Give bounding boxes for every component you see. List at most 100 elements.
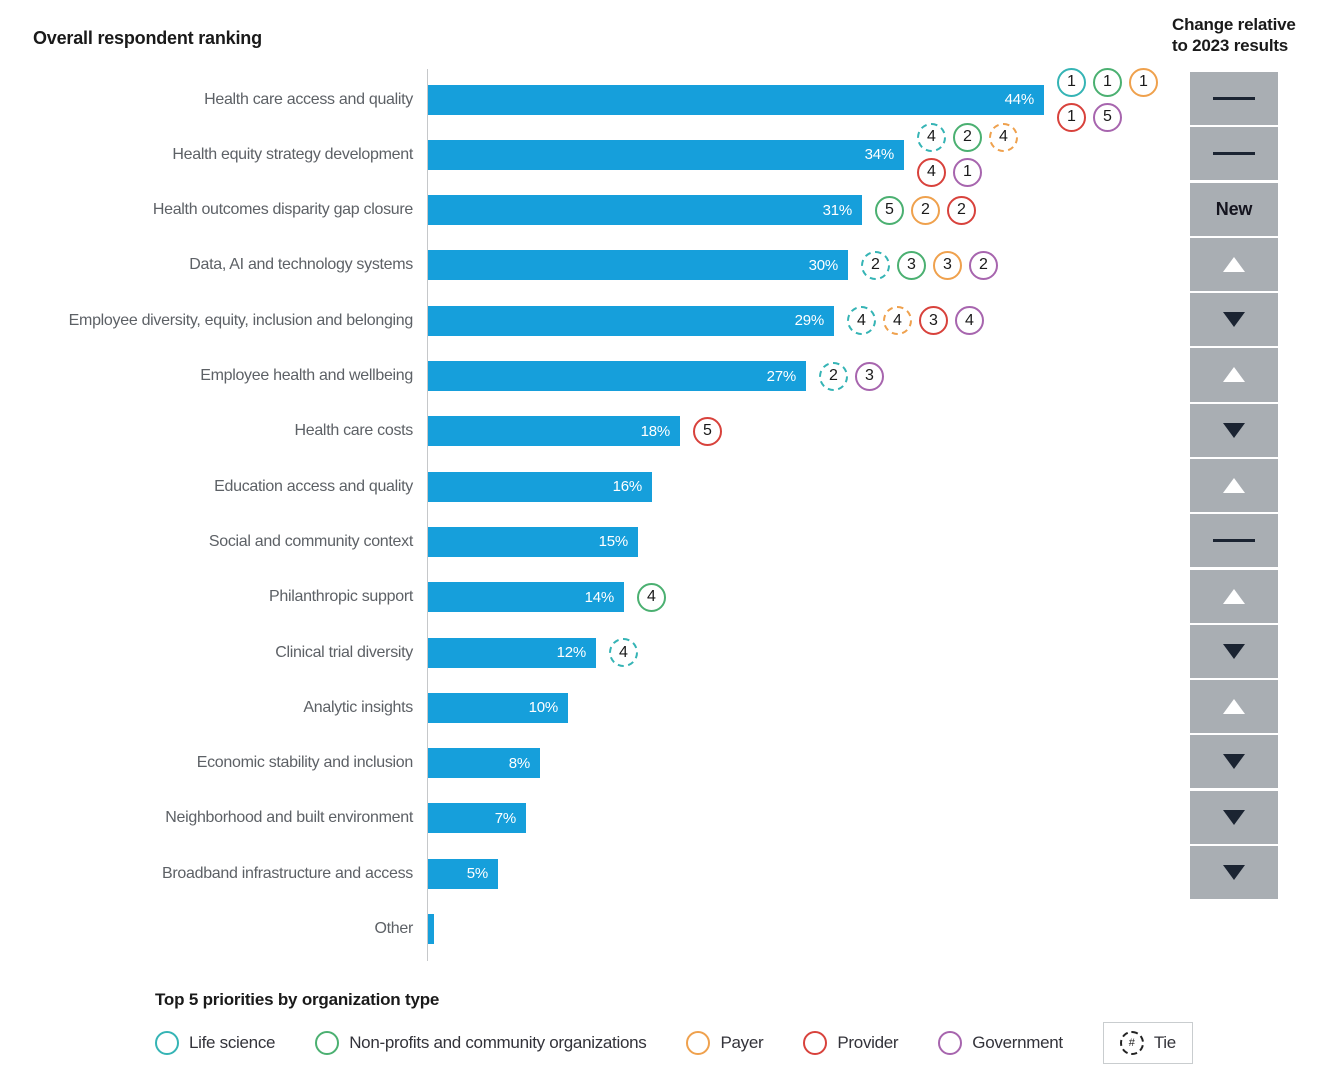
change-cell-up (1190, 569, 1278, 623)
life-science-rank-badge: 4 (609, 638, 638, 667)
down-arrow-icon (1223, 864, 1245, 880)
bar-row: Education access and quality 16% (0, 459, 1185, 514)
change-cell-up (1190, 458, 1278, 513)
provider-rank-badge: 1 (1057, 102, 1086, 132)
change-cell-down (1190, 293, 1278, 347)
value-bar: 16% (428, 471, 652, 502)
value-label: 15% (598, 533, 629, 551)
life-science-rank-badge: 2 (819, 361, 848, 391)
up-arrow-icon (1223, 588, 1245, 604)
change-cell-down (1190, 624, 1278, 678)
category-label: Economic stability and inclusion (196, 754, 414, 772)
change-cell-up (1190, 680, 1278, 734)
value-label: 44% (1004, 91, 1035, 108)
change-column-header: Change relative to 2023 results (1172, 14, 1322, 56)
bar-row: Health care access and quality 44% 1 1 1 1 5 (0, 67, 1185, 132)
new-label: New (1215, 198, 1253, 219)
government-rank-badge: 4 (955, 306, 984, 336)
value-label: 29% (794, 312, 825, 330)
no-change-dash-icon (1213, 97, 1255, 101)
change-cell-down (1190, 403, 1278, 457)
change-cell-up (1190, 237, 1278, 291)
nonprofit-circle-icon (315, 1031, 340, 1055)
value-bar: 8% (428, 748, 540, 779)
value-bar: 5% (428, 858, 498, 889)
change-cell-same (1190, 514, 1278, 568)
value-bar: 31% (428, 195, 862, 226)
payer-rank-badge: 4 (883, 306, 912, 336)
bar-row: Health care costs 18% 5 (0, 404, 1185, 459)
life-science-rank-badge: 1 (1057, 67, 1086, 97)
life-science-rank-badge: 4 (917, 122, 946, 152)
bar-row: Broadband infrastructure and access 5% (0, 846, 1185, 901)
up-arrow-icon (1223, 367, 1245, 383)
down-arrow-icon (1223, 422, 1245, 438)
category-label: Health outcomes disparity gap closure (152, 201, 413, 219)
bar-row: Philanthropic support 14% 4 (0, 570, 1185, 625)
nonprofit-rank-badge: 5 (875, 195, 904, 225)
change-column-header-line1: Change relative (1172, 15, 1296, 34)
category-label: Broadband infrastructure and access (162, 864, 413, 882)
up-arrow-icon (1223, 256, 1245, 272)
payer-circle-icon (686, 1031, 711, 1055)
category-label: Employee health and wellbeing (200, 367, 413, 384)
no-change-dash-icon (1213, 152, 1255, 156)
category-label: Health care costs (294, 422, 413, 440)
rank-badges: 4 (637, 582, 666, 612)
rank-badges: 4 (609, 638, 638, 667)
life-science-rank-badge: 2 (861, 250, 890, 280)
provider-rank-badge: 5 (693, 416, 722, 446)
change-cell-down (1190, 735, 1278, 789)
value-label: 27% (766, 367, 797, 385)
bar-row: Data, AI and technology systems 30% 2 3 3 2 (0, 238, 1185, 293)
down-arrow-icon (1223, 312, 1245, 328)
down-arrow-icon (1223, 754, 1245, 770)
change-cell-new: New (1190, 182, 1278, 236)
change-column-header-line2: to 2023 results (1172, 36, 1289, 55)
up-arrow-icon (1223, 478, 1245, 494)
legend-label: Non-profits and community organizations (349, 1033, 647, 1052)
value-label: 30% (808, 256, 839, 274)
category-label: Analytic insights (303, 698, 413, 716)
baseline-axis (427, 69, 428, 961)
provider-circle-icon (803, 1031, 828, 1055)
value-label: 8% (508, 754, 530, 772)
legend-label: Payer (720, 1033, 764, 1052)
legend-label: Government (972, 1033, 1063, 1052)
change-cell-up (1190, 348, 1278, 402)
legend-item-nonprofit: Non-profits and community organizations (315, 1031, 647, 1055)
value-bar: 15% (428, 526, 638, 557)
legend-label: Tie (1153, 1033, 1176, 1052)
category-label: Health equity strategy development (172, 145, 413, 163)
category-label: Other (374, 920, 413, 937)
life-science-rank-badge: 4 (847, 306, 876, 336)
down-arrow-icon (1223, 809, 1245, 825)
rank-badges: 5 (693, 416, 722, 446)
change-column: New (1190, 72, 1278, 901)
change-cell-same (1190, 72, 1278, 126)
category-label: Philanthropic support (268, 588, 413, 606)
change-cell-same (1190, 127, 1278, 181)
value-bar: 27% (428, 361, 806, 391)
provider-rank-badge: 2 (947, 195, 976, 225)
value-bar: 18% (428, 416, 680, 447)
value-bar: 30% (428, 250, 848, 281)
bar-chart-area: Health care access and quality 44% 1 1 1 1 5 He… (0, 67, 1338, 961)
tie-circle-icon: # (1119, 1031, 1144, 1055)
government-rank-badge: 1 (953, 157, 982, 187)
bar-row: Clinical trial diversity 12% 4 (0, 625, 1185, 680)
value-bar: 44% (428, 84, 1044, 115)
government-circle-icon (938, 1031, 963, 1055)
value-bar: 10% (428, 692, 568, 723)
value-bar: 12% (428, 637, 596, 668)
value-label: 16% (612, 478, 643, 496)
category-label: Education access and quality (214, 477, 413, 495)
nonprofit-rank-badge: 2 (953, 122, 982, 152)
category-label: Clinical trial diversity (275, 643, 413, 661)
value-label: 12% (556, 644, 587, 661)
no-change-dash-icon (1213, 539, 1255, 543)
